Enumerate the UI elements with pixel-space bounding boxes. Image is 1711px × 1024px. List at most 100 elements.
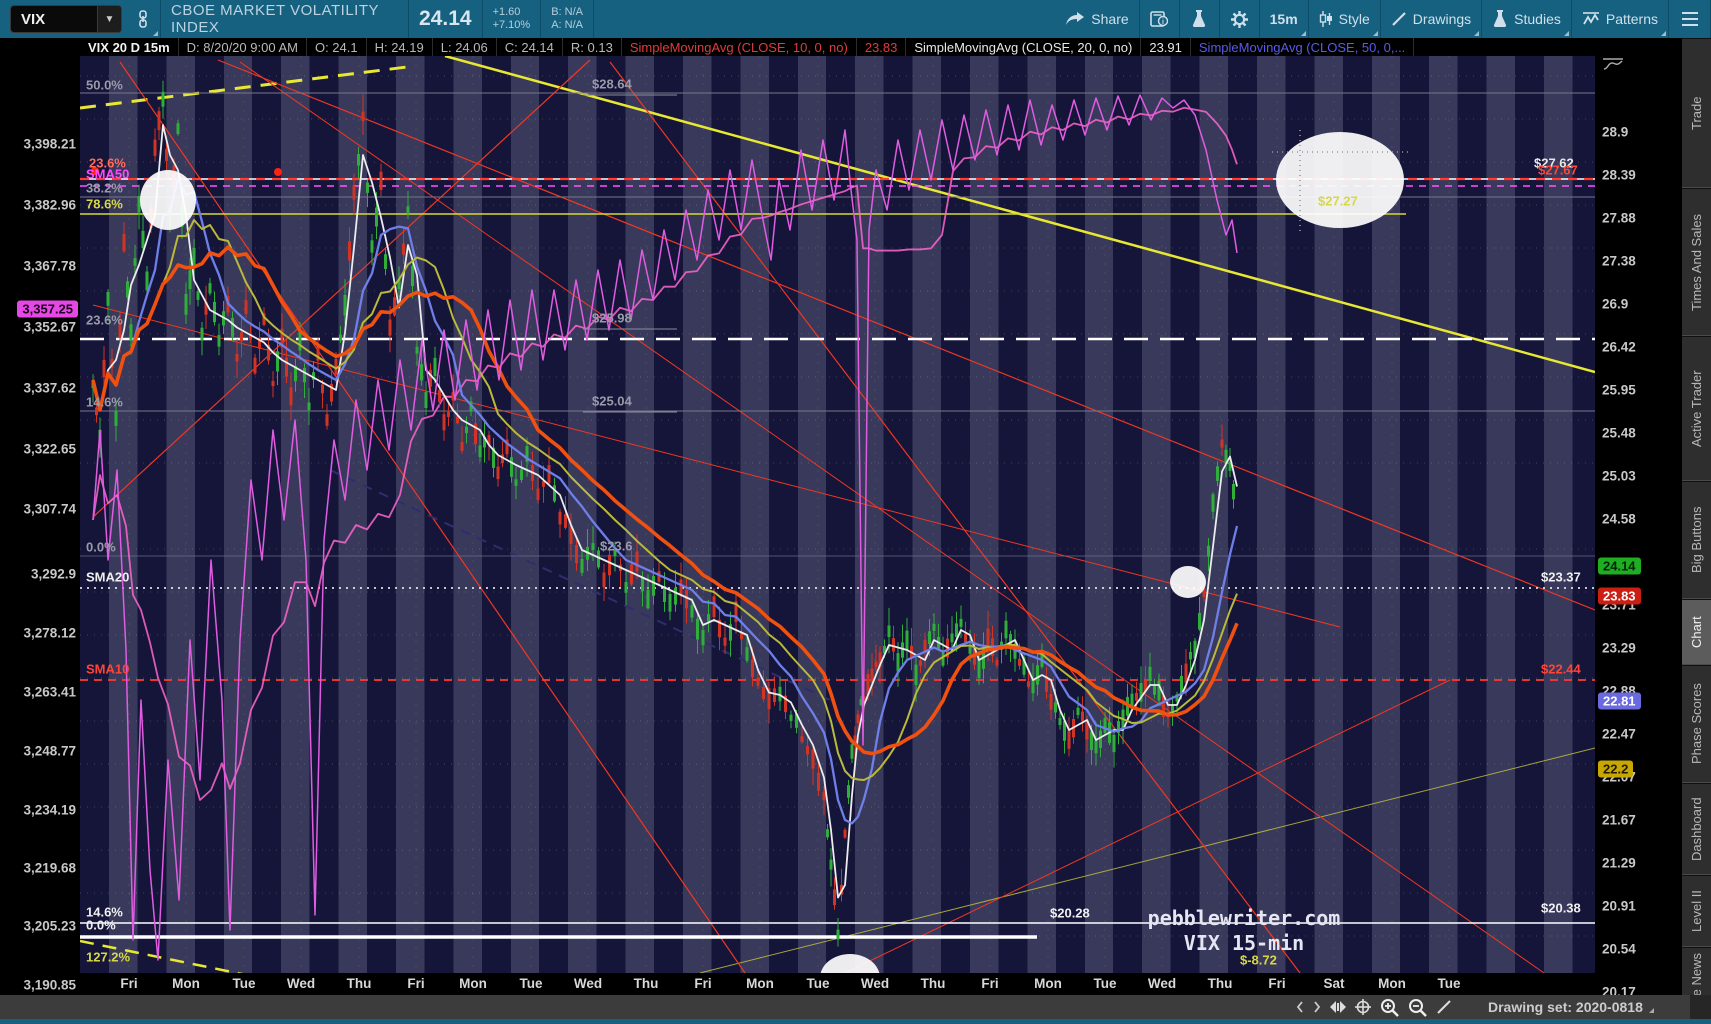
- ohlc-date: D: 8/20/20 9:00 AM: [179, 38, 307, 56]
- price-badge: 22.2: [1598, 760, 1634, 778]
- time-axis-label: Wed: [286, 976, 316, 991]
- svg-text:$27.27: $27.27: [1318, 194, 1358, 209]
- ohlc-close: C: 24.14: [497, 38, 563, 56]
- symbol-value[interactable]: VIX: [21, 10, 46, 28]
- time-axis-label: Tue: [806, 976, 830, 991]
- share-icon: [1066, 12, 1085, 25]
- time-axis-label: Mon: [1034, 976, 1062, 991]
- change-seg: +1.60 +7.10%: [483, 0, 542, 38]
- svg-text:50.0%: 50.0%: [86, 78, 123, 93]
- sma10-study-label[interactable]: SimpleMovingAvg (CLOSE, 10, 0, no): [622, 38, 857, 56]
- sidebar-tab-active-trader[interactable]: Active Trader: [1682, 336, 1711, 481]
- svg-text:78.6%: 78.6%: [86, 197, 123, 212]
- svg-text:0.0%: 0.0%: [86, 540, 116, 555]
- right-axis-tick: 24.58: [1602, 511, 1636, 527]
- right-axis-tick: 25.03: [1602, 468, 1636, 484]
- right-axis-tick: 25.95: [1602, 382, 1636, 398]
- time-axis-label: Wed: [573, 976, 603, 991]
- timeframe-button[interactable]: 15m: [1260, 0, 1309, 38]
- svg-text:127.2%: 127.2%: [86, 950, 131, 965]
- right-axis-tick: 21.29: [1602, 855, 1636, 871]
- price-badge: 23.83: [1598, 587, 1641, 605]
- svg-text:$28.64: $28.64: [592, 77, 633, 92]
- right-axis-tick: 22.47: [1602, 726, 1636, 742]
- time-axis-label: Tue: [1437, 976, 1461, 991]
- spx-price-badge: 3,357.25: [17, 300, 78, 318]
- drawings-label: Drawings: [1412, 11, 1472, 27]
- last-price: 24.14: [419, 7, 472, 30]
- svg-text:i: i: [1162, 19, 1164, 26]
- svg-text:SMA10: SMA10: [86, 662, 129, 677]
- drawings-button[interactable]: Drawings: [1381, 0, 1483, 38]
- left-axis-tick: 3,367.78: [23, 258, 76, 274]
- link-button[interactable]: [126, 0, 161, 38]
- ohlc-low: L: 24.06: [433, 38, 497, 56]
- patterns-icon: [1582, 12, 1599, 25]
- time-axis-label: Sat: [1323, 976, 1345, 991]
- time-axis-label: Mon: [172, 976, 200, 991]
- bottom-bar-corner: [1690, 995, 1711, 1019]
- svg-text:38.2%: 38.2%: [86, 181, 123, 196]
- time-axis-label: Tue: [519, 976, 543, 991]
- svg-text:$27.67: $27.67: [1538, 163, 1578, 178]
- zoom-out-button[interactable]: [1408, 998, 1427, 1017]
- bottom-toolbar: Drawing set: 2020-0818: [0, 995, 1711, 1019]
- right-price-axis[interactable]: 28.9 28.39 27.88 27.38 26.9 26.42 25.95 25.48 25…: [1595, 56, 1682, 1000]
- symbol-input[interactable]: VIX ▼: [10, 5, 122, 33]
- svg-text:$23.37: $23.37: [1541, 570, 1581, 585]
- crosshair-button[interactable]: [1355, 999, 1371, 1015]
- gear-icon: [1230, 10, 1248, 28]
- right-axis-tick: 20.91: [1602, 898, 1636, 914]
- svg-text:$23.6: $23.6: [600, 539, 633, 554]
- right-axis-tick: 27.38: [1602, 253, 1636, 269]
- left-price-axis[interactable]: 3,398.21 3,382.96 3,367.78 3,352.67 3,337.62…: [0, 56, 80, 993]
- draw-line-button[interactable]: [1436, 999, 1452, 1015]
- sidebar-tab-times-and-sales[interactable]: Times And Sales: [1682, 188, 1711, 336]
- link-icon: [139, 10, 147, 28]
- ohlc-range: R: 0.13: [563, 38, 622, 56]
- scroll-right-button[interactable]: [1313, 1001, 1321, 1013]
- left-axis-tick: 3,219.68: [23, 860, 76, 876]
- sidebar-tab-trade[interactable]: Trade: [1682, 38, 1711, 188]
- drawing-set-selector[interactable]: Drawing set: 2020-0818: [1488, 999, 1654, 1015]
- share-button[interactable]: Share: [1055, 0, 1140, 38]
- chart-plot-area[interactable]: pebblewriter.com VIX 15-min 50.0% $28.64 S…: [80, 56, 1595, 973]
- zoom-in-button[interactable]: [1380, 998, 1399, 1017]
- chart-describe-button[interactable]: i: [1140, 0, 1180, 38]
- change-percent: +7.10%: [492, 19, 531, 31]
- analysis-tools-button[interactable]: [1180, 0, 1220, 38]
- settings-button[interactable]: [1220, 0, 1260, 38]
- sma50-study-label[interactable]: SimpleMovingAvg (CLOSE, 50, 0,...: [1191, 38, 1415, 56]
- last-price-seg: 24.14: [409, 0, 483, 38]
- patterns-label: Patterns: [1605, 11, 1658, 27]
- sidebar-tab-big-buttons[interactable]: Big Buttons: [1682, 481, 1711, 599]
- svg-text:SMA50: SMA50: [86, 167, 129, 182]
- time-axis-label: Tue: [232, 976, 256, 991]
- watermark-line2: VIX 15-min: [1183, 931, 1305, 955]
- sidebar-tab-level-ii[interactable]: Level II: [1682, 875, 1711, 947]
- svg-text:$25.04: $25.04: [592, 394, 633, 409]
- watermark-line1: pebblewriter.com: [1147, 906, 1341, 930]
- left-axis-tick: 3,382.96: [23, 197, 76, 213]
- patterns-button[interactable]: Patterns: [1572, 0, 1669, 38]
- sidebar-tab-phase-scores[interactable]: Phase Scores: [1682, 665, 1711, 783]
- time-axis-label: Fri: [120, 976, 138, 991]
- menu-button[interactable]: [1669, 0, 1711, 38]
- expand-bars-button[interactable]: [1330, 1001, 1346, 1013]
- time-axis[interactable]: Fri Mon Tue Wed Thu Fri Mon Tue Wed Thu Fri Mon Tue W…: [80, 973, 1595, 995]
- studies-button[interactable]: Studies: [1482, 0, 1572, 38]
- svg-text:14.6%: 14.6%: [86, 395, 123, 410]
- sma20-study-label[interactable]: SimpleMovingAvg (CLOSE, 20, 0, no): [906, 38, 1142, 56]
- symbol-dropdown-button[interactable]: ▼: [97, 6, 121, 32]
- chart-mode-icon[interactable]: [1603, 58, 1623, 71]
- svg-text:23.6%: 23.6%: [86, 313, 123, 328]
- svg-text:$27.62: $27.62: [1534, 156, 1574, 171]
- scroll-left-button[interactable]: [1296, 1001, 1304, 1013]
- price-badge: 24.14: [1598, 557, 1641, 575]
- sidebar-tab-chart[interactable]: Chart: [1682, 599, 1711, 665]
- style-button[interactable]: Style: [1309, 0, 1381, 38]
- sidebar-tab-dashboard[interactable]: Dashboard: [1682, 783, 1711, 875]
- left-axis-tick: 3,322.65: [23, 441, 76, 457]
- right-axis-tick: 26.42: [1602, 339, 1636, 355]
- hamburger-icon: [1681, 12, 1698, 14]
